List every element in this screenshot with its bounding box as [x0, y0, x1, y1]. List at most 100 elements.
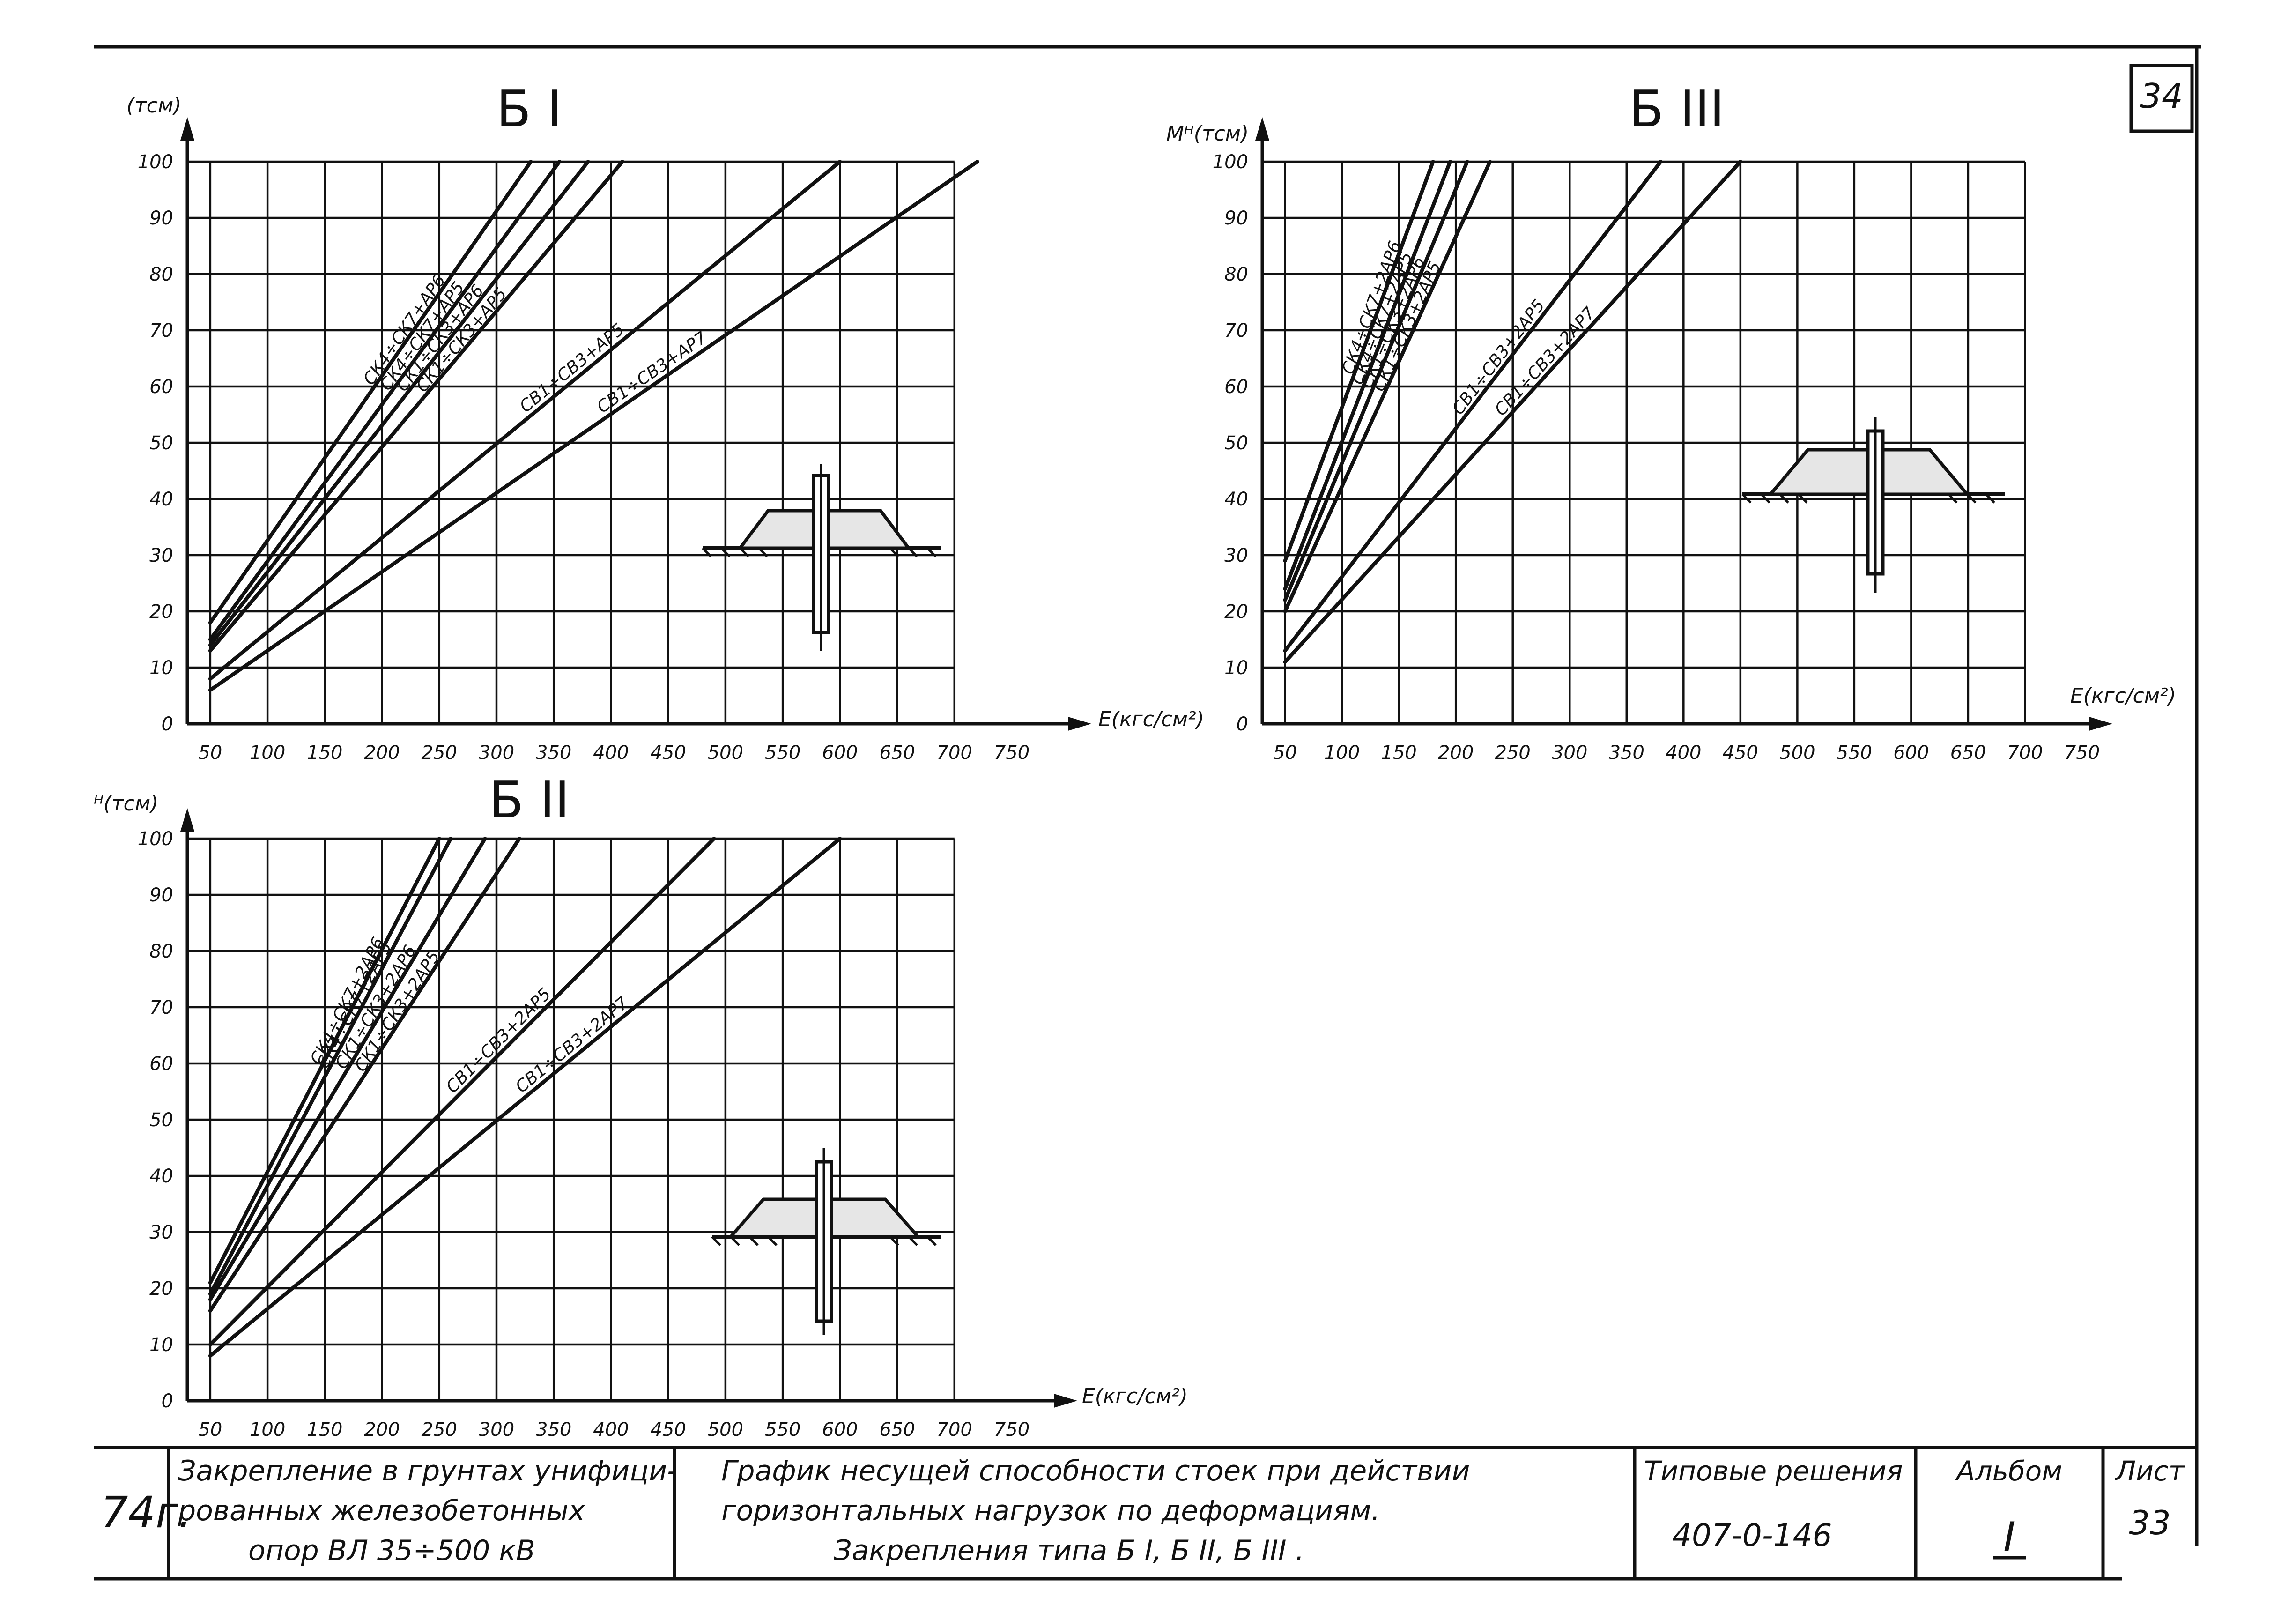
x-tick-label: 250 [422, 1419, 457, 1441]
x-tick-label: 50 [198, 1419, 222, 1441]
x-tick-label: 450 [650, 1419, 686, 1441]
y-tick-label: 60 [1224, 376, 1248, 398]
x-tick-label: 300 [479, 1419, 514, 1441]
title-block-album-value: I [2003, 1514, 2015, 1560]
chart-b1-grid [187, 160, 956, 725]
sheet-number-corner: 34 [2140, 76, 2183, 116]
chart-b2-ticks: 50 100 150 200 250 300 350 400 450 500 550 600 650 70… [138, 828, 1030, 1441]
title-block-desc-line1: График несущей способности стоек при дей… [721, 1455, 1470, 1487]
x-tick-label: 450 [650, 742, 686, 764]
x-tick-label: 150 [307, 1419, 342, 1441]
y-tick-label: 80 [149, 264, 173, 285]
x-tick-label: 650 [1950, 742, 1986, 764]
chart-b2: Б II ᴴ(тсм) E(кгс/см²) 50 100 150 200 250 300… [94, 771, 1188, 1441]
x-tick-label: 600 [1893, 742, 1929, 764]
chart-b2-series: СК4÷СК7+2АР6СК4÷СК7+2АР5СК1÷СК3+2АР6СК1÷… [208, 837, 842, 1358]
y-tick-label: 50 [1224, 432, 1248, 454]
chart-b2-x-arrow [1054, 1394, 1077, 1408]
y-tick-label: 100 [138, 151, 173, 173]
y-tick-label: 40 [149, 1166, 173, 1187]
chart-b2-pole-diagram [711, 1148, 941, 1335]
chart-b2-title: Б II [489, 771, 570, 830]
sheet-number-box [2129, 64, 2194, 133]
x-tick-label: 550 [765, 742, 800, 764]
series-line [208, 837, 453, 1296]
series-line [1283, 160, 1742, 664]
y-tick-label: 90 [149, 884, 173, 906]
y-tick-label: 20 [149, 1278, 173, 1300]
chart-b1: Б I (тсм) E(кгс/см²) 50 100 150 200 250 300 35… [126, 80, 1204, 764]
chart-b1-xlabel: E(кгс/см²) [1098, 707, 1204, 731]
x-tick-label: 350 [536, 742, 571, 764]
chart-b3: Б III Mᴴ(тсм) E(кгс/см²) 50 100 150 200 250 3… [1166, 80, 2176, 764]
y-tick-label: 30 [149, 1222, 173, 1243]
series-line [208, 837, 441, 1285]
y-tick-label: 0 [162, 1390, 173, 1412]
series-line [1283, 160, 1452, 591]
chart-b3-y-arrow [1255, 117, 1269, 141]
x-tick-label: 300 [1552, 742, 1587, 764]
y-tick-label: 90 [149, 208, 173, 229]
chart-b3-grid [1262, 160, 2026, 725]
x-tick-label: 650 [879, 742, 915, 764]
y-tick-label: 0 [162, 713, 173, 735]
title-block-subject-line3: опор ВЛ 35÷500 кВ [248, 1534, 535, 1567]
x-tick-label: 600 [822, 1419, 858, 1441]
y-tick-label: 70 [149, 320, 173, 342]
series-line [1283, 160, 1469, 602]
x-tick-label: 700 [2007, 742, 2043, 764]
x-tick-label: 450 [1723, 742, 1758, 764]
title-block-series-label: Типовые решения [1644, 1455, 1903, 1487]
chart-b1-y-arrow [180, 117, 194, 141]
x-tick-label: 550 [1837, 742, 1872, 764]
title-block-sheet-value: 33 [2129, 1504, 2170, 1542]
y-tick-label: 60 [149, 1053, 173, 1075]
x-tick-label: 250 [422, 742, 457, 764]
y-tick-label: 10 [1224, 657, 1248, 679]
y-tick-label: 80 [149, 941, 173, 962]
series-line [208, 837, 716, 1346]
chart-b3-title: Б III [1629, 80, 1725, 139]
x-tick-label: 200 [364, 1419, 400, 1441]
y-tick-label: 50 [149, 432, 173, 454]
series-line [1283, 160, 1663, 653]
x-tick-label: 100 [1324, 742, 1360, 764]
y-tick-label: 10 [149, 657, 173, 679]
x-tick-label: 600 [822, 742, 858, 764]
chart-b1-title: Б I [496, 80, 562, 139]
x-tick-label: 150 [307, 742, 342, 764]
y-tick-label: 40 [149, 489, 173, 510]
title-block: 74г. Закрепление в грунтах унифици- рова… [94, 1446, 2197, 1581]
y-tick-label: 50 [149, 1109, 173, 1131]
y-tick-label: 0 [1237, 713, 1248, 735]
x-tick-label: 250 [1495, 742, 1531, 764]
x-tick-label: 400 [593, 742, 629, 764]
series-line [208, 160, 624, 653]
title-block-year: 74г. [101, 1487, 192, 1538]
series-line [208, 837, 487, 1301]
x-tick-label: 500 [708, 1419, 743, 1441]
title-block-series-value: 407-0-146 [1672, 1517, 1832, 1553]
chart-b1-ylabel: (тсм) [126, 94, 181, 118]
x-tick-label: 200 [1438, 742, 1474, 764]
y-tick-label: 90 [1224, 208, 1248, 229]
y-tick-label: 80 [1224, 264, 1248, 285]
y-tick-label: 10 [149, 1334, 173, 1356]
title-block-subject-line2: рованных железобетонных [178, 1494, 585, 1527]
series-line [1283, 160, 1435, 563]
chart-b3-xlabel: E(кгс/см²) [2070, 684, 2176, 708]
chart-b1-series: СК4÷СК7+АР6СК4÷СК7+АР5СК1÷СК3+АР6СК1÷СК3… [208, 160, 979, 692]
x-tick-label: 400 [593, 1419, 629, 1441]
y-tick-label: 20 [149, 601, 173, 623]
x-tick-label: 50 [198, 742, 222, 764]
chart-b3-x-arrow [2089, 717, 2112, 731]
series-line [208, 160, 533, 624]
y-tick-label: 70 [149, 997, 173, 1018]
x-tick-label: 750 [994, 1419, 1029, 1441]
x-tick-label: 150 [1381, 742, 1416, 764]
y-tick-label: 100 [1213, 151, 1248, 173]
title-block-album-label: Альбом [1955, 1455, 2062, 1487]
chart-b3-ticks: 50 100 150 200 250 300 350 400 450 500 550 600 650 70… [1213, 151, 2100, 764]
x-tick-label: 350 [1609, 742, 1644, 764]
